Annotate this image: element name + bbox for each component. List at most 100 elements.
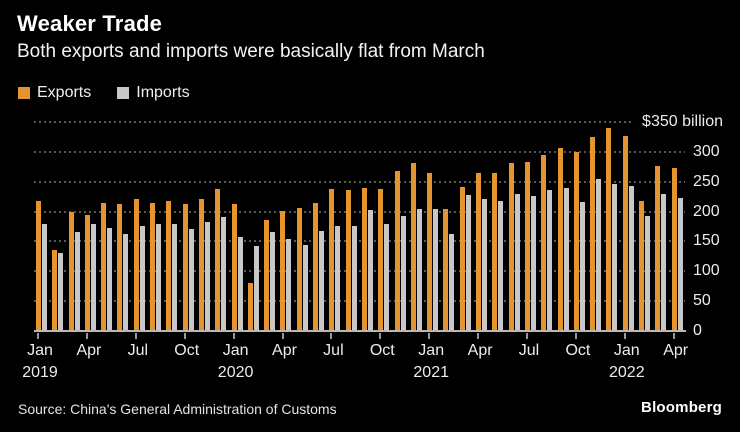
month-group	[393, 171, 409, 331]
month-group	[246, 246, 262, 331]
month-group	[621, 136, 637, 331]
imports-bar	[498, 201, 504, 331]
exports-bar	[427, 173, 433, 331]
imports-bar	[335, 226, 341, 331]
month-group	[588, 137, 604, 331]
exports-bar	[557, 148, 563, 331]
exports-bar	[410, 163, 416, 331]
month-group	[83, 215, 99, 331]
exports-bar	[36, 201, 41, 331]
exports-bar	[476, 173, 482, 331]
bar-plot-area	[34, 122, 686, 331]
exports-bar	[378, 189, 384, 331]
imports-bar	[172, 224, 178, 331]
month-group	[604, 128, 620, 331]
exports-bar	[231, 204, 237, 331]
imports-bar	[433, 209, 439, 331]
imports-bar	[661, 194, 667, 331]
month-group	[523, 162, 539, 331]
imports-bar	[237, 237, 243, 331]
x-axis-label: Apr	[272, 342, 297, 359]
month-group	[230, 204, 246, 331]
legend: Exports Imports	[18, 84, 190, 102]
imports-bar	[58, 253, 64, 331]
month-group	[164, 201, 180, 331]
imports-bar	[302, 245, 308, 331]
exports-bar	[655, 166, 661, 331]
imports-bar	[449, 234, 455, 331]
month-group	[376, 189, 392, 331]
x-axis-tick	[574, 333, 577, 339]
imports-bar	[482, 199, 488, 331]
month-group	[181, 204, 197, 331]
x-axis-label: Apr	[76, 342, 102, 359]
gridline	[34, 150, 685, 153]
x-axis-label: Oct	[369, 342, 395, 359]
y-axis-label: 250	[693, 172, 720, 190]
legend-item-imports: Imports	[117, 84, 190, 102]
exports-bar	[329, 189, 335, 331]
imports-bar	[351, 226, 357, 331]
x-axis-tick	[85, 333, 88, 339]
month-group	[425, 173, 441, 331]
x-axis-label: Jan	[613, 342, 640, 359]
month-group	[213, 189, 229, 331]
month-group	[507, 163, 523, 331]
month-group	[344, 190, 360, 331]
gridline	[34, 240, 685, 243]
imports-bar	[530, 196, 536, 331]
imports-bar	[90, 224, 96, 331]
x-axis-tick	[134, 333, 137, 339]
exports-bar	[508, 163, 514, 331]
imports-bar	[319, 231, 325, 331]
imports-bar	[384, 224, 390, 331]
legend-item-exports: Exports	[18, 84, 91, 102]
month-group	[490, 173, 506, 331]
exports-bar	[361, 188, 367, 331]
exports-bar	[638, 201, 644, 331]
month-group	[539, 155, 555, 331]
month-group	[295, 208, 311, 331]
exports-bar	[443, 209, 449, 331]
x-axis-label: Jul	[127, 342, 149, 359]
y-axis-label: 150	[693, 232, 720, 250]
gridline-row: 150	[34, 233, 723, 249]
gridline-row: $350 billion	[34, 114, 723, 130]
imports-bar	[253, 246, 259, 331]
legend-label-imports: Imports	[136, 84, 190, 101]
x-axis-year-label: 2020	[217, 364, 254, 381]
gridline	[34, 121, 635, 123]
y-axis-label: 50	[693, 292, 711, 310]
month-group	[474, 173, 490, 331]
x-axis-label: Jul	[323, 342, 344, 359]
gridline-row: 300	[34, 143, 723, 160]
imports-bar	[563, 188, 569, 331]
exports-bar	[68, 212, 74, 331]
month-group	[278, 211, 294, 331]
month-group	[67, 212, 83, 331]
imports-bar	[204, 222, 210, 331]
imports-bar	[612, 184, 618, 331]
month-group	[132, 199, 148, 331]
imports-bar	[367, 210, 373, 331]
imports-swatch-icon	[117, 87, 130, 99]
exports-bar	[524, 162, 530, 331]
x-axis-label: Jul	[518, 342, 540, 359]
exports-bar	[606, 128, 612, 331]
x-axis-label: Apr	[467, 342, 493, 359]
month-group	[262, 220, 278, 331]
month-group	[653, 166, 669, 331]
x-axis-tick	[623, 333, 626, 339]
month-group	[637, 201, 653, 331]
x-axis-tick	[526, 333, 528, 339]
exports-bar	[52, 250, 58, 331]
month-group	[148, 203, 164, 331]
month-group	[572, 152, 588, 331]
imports-bar	[596, 179, 602, 331]
imports-bar	[42, 224, 47, 331]
imports-bar	[514, 194, 520, 331]
imports-bar	[547, 190, 553, 331]
exports-bar	[198, 199, 204, 331]
exports-bar	[84, 215, 90, 331]
x-axis-label: Jan	[222, 342, 249, 359]
